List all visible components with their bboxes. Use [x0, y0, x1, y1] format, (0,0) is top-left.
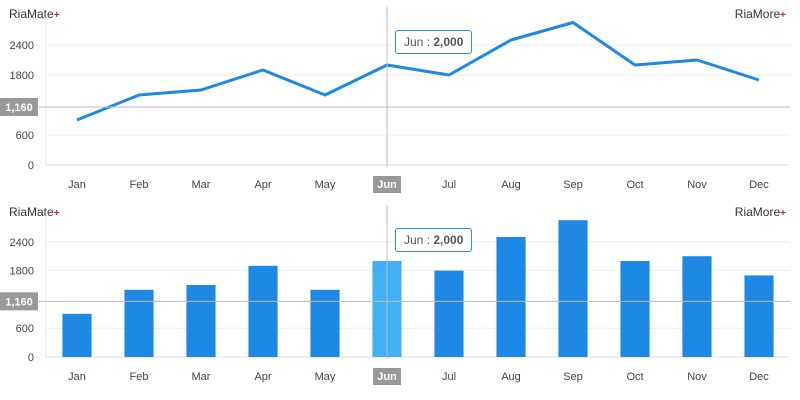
x-tick-label: Mar — [192, 371, 211, 383]
x-tick-label: Apr — [254, 371, 271, 383]
crosshair-y-marker-box — [0, 292, 38, 311]
series-line — [76, 21, 760, 122]
bar-chart-panel: RiaMate+ RiaMore+ 0 600 1800 2400 1,160 Jan Fe… — [0, 198, 800, 400]
crosshair-x-marker-box — [373, 368, 401, 385]
bar — [248, 265, 278, 357]
x-tick-label: Dec — [749, 179, 769, 191]
x-tick-label: May — [315, 371, 336, 383]
x-tick-label: Nov — [687, 371, 707, 383]
y-tick-label: 0 — [28, 160, 34, 172]
brand-riamate: RiaMate+ — [9, 7, 60, 21]
x-tick-label: Oct — [626, 179, 643, 191]
y-tick-label: 1800 — [10, 266, 34, 278]
x-tick-label: Aug — [501, 371, 521, 383]
bar-chart[interactable]: 0 600 1800 2400 1,160 Jan Feb Mar Apr May Jun Jul Au… — [0, 198, 800, 400]
bar — [62, 313, 92, 357]
x-tick-label: Feb — [130, 179, 149, 191]
bar — [434, 270, 464, 357]
x-tick-label: Jun — [377, 179, 397, 191]
brand-riamore: RiaMore+ — [734, 205, 786, 219]
bar — [682, 256, 712, 357]
crosshair-y-marker-label: 1,160 — [5, 102, 33, 114]
bar — [558, 220, 588, 357]
x-tick-label: Jul — [442, 371, 456, 383]
x-tick-label: Sep — [563, 179, 583, 191]
line-chart-panel: RiaMate+ RiaMore+ 0 600 1800 2400 1,160 Jan Fe… — [0, 0, 800, 196]
y-tick-label: 2400 — [10, 40, 34, 52]
x-tick-label: Mar — [192, 179, 211, 191]
x-tick-label: Jan — [68, 179, 86, 191]
y-tick-label: 2400 — [10, 237, 34, 249]
bar — [124, 289, 154, 357]
x-tick-label: Jun — [377, 371, 397, 383]
bar — [620, 261, 650, 357]
x-tick-label: Feb — [130, 371, 149, 383]
y-tick-label: 0 — [28, 352, 34, 364]
x-tick-label: Apr — [254, 179, 271, 191]
x-tick-label: Jan — [68, 371, 86, 383]
y-tick-label: 600 — [16, 323, 34, 335]
x-tick-label: Dec — [749, 371, 769, 383]
bar — [496, 237, 526, 357]
x-tick-label: Aug — [501, 179, 521, 191]
crosshair-x-marker-box — [373, 176, 401, 193]
x-tick-label: Sep — [563, 371, 583, 383]
brand-riamore: RiaMore+ — [734, 7, 786, 21]
crosshair-y-marker-label: 1,160 — [5, 296, 33, 308]
bar — [744, 275, 774, 357]
x-tick-label: Nov — [687, 179, 707, 191]
x-tick-label: Oct — [626, 371, 643, 383]
bar-chart-tooltip: Jun : 2,000 — [395, 228, 473, 252]
x-tick-label: May — [315, 179, 336, 191]
y-tick-label: 1800 — [10, 70, 34, 82]
brand-riamate: RiaMate+ — [9, 205, 60, 219]
bar — [310, 289, 340, 357]
y-tick-label: 600 — [16, 130, 34, 142]
bar — [186, 285, 216, 357]
line-chart-tooltip: Jun : 2,000 — [395, 30, 473, 54]
x-tick-label: Jul — [442, 179, 456, 191]
crosshair-y-marker-box — [0, 98, 38, 116]
